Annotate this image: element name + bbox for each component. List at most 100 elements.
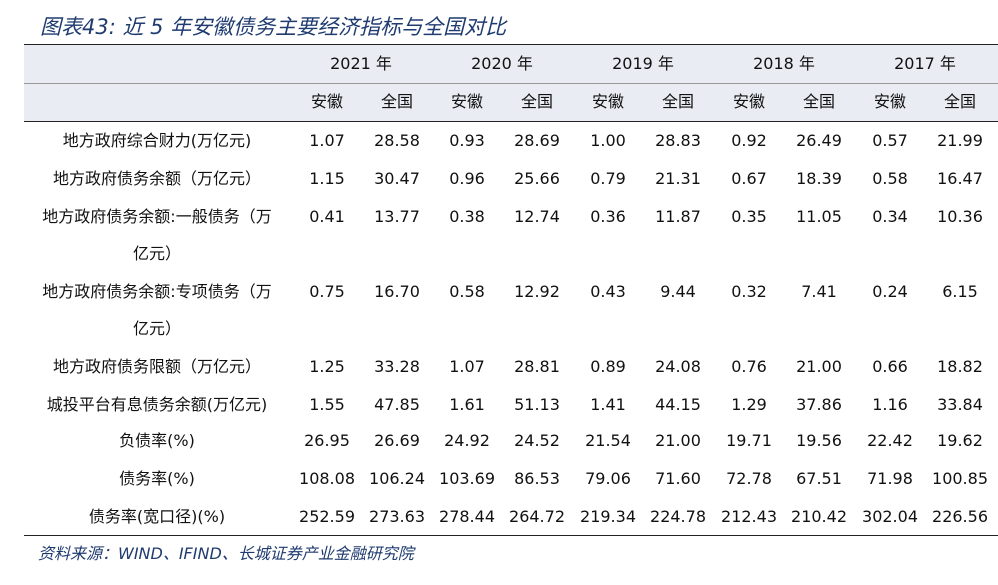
table-cell: 37.86 (796, 395, 842, 414)
table-top-rule (24, 44, 998, 45)
year-header: 2019 年 (612, 54, 674, 73)
table-header-divider (24, 83, 998, 84)
table-cell: 219.34 (580, 507, 636, 526)
table-cell: 0.57 (872, 131, 908, 150)
table-cell: 100.85 (932, 469, 988, 488)
table-cell: 28.69 (514, 131, 560, 150)
table-cell: 0.36 (590, 207, 626, 226)
table-cell: 106.24 (369, 469, 425, 488)
table-cell: 18.82 (937, 357, 983, 376)
row-label: 债务率(宽口径)(%) (88, 507, 226, 526)
sub-header-anhui: 安徽 (732, 92, 766, 111)
table-cell: 28.81 (514, 357, 560, 376)
sub-header-anhui: 安徽 (450, 92, 484, 111)
table-cell: 13.77 (374, 207, 420, 226)
table-cell: 0.34 (872, 207, 908, 226)
table-cell: 21.00 (655, 431, 701, 450)
table-cell: 12.74 (514, 207, 560, 226)
table-cell: 1.61 (449, 395, 485, 414)
sub-header-national: 全国 (943, 92, 977, 111)
table-cell: 1.55 (309, 395, 345, 414)
table-cell: 26.95 (304, 431, 350, 450)
table-cell: 212.43 (721, 507, 777, 526)
table-cell: 264.72 (509, 507, 565, 526)
table-cell: 1.00 (590, 131, 626, 150)
source-note: 资料来源：WIND、IFIND、长城证券产业金融研究院 (38, 544, 414, 563)
year-header: 2018 年 (753, 54, 815, 73)
table-cell: 21.00 (796, 357, 842, 376)
table-cell: 108.08 (299, 469, 355, 488)
table-cell: 252.59 (299, 507, 355, 526)
table-cell: 21.31 (655, 169, 701, 188)
row-label-line1: 地方政府债务余额:专项债务（万 (42, 282, 272, 301)
row-label-line2: 亿元） (132, 319, 181, 338)
table-cell: 22.42 (867, 431, 913, 450)
table-cell: 24.92 (444, 431, 490, 450)
sub-header-anhui: 安徽 (873, 92, 907, 111)
row-label: 地方政府债务余额（万亿元） (52, 169, 261, 188)
table-cell: 1.07 (449, 357, 485, 376)
table-cell: 0.24 (872, 282, 908, 301)
table-cell: 0.41 (309, 207, 345, 226)
table-cell: 30.47 (374, 169, 420, 188)
table-cell: 0.92 (731, 131, 767, 150)
table-cell: 16.47 (937, 169, 983, 188)
table-cell: 0.58 (872, 169, 908, 188)
row-label: 地方政府综合财力(万亿元) (62, 131, 252, 150)
table-cell: 72.78 (726, 469, 772, 488)
table-header-bottom-rule (24, 121, 998, 122)
table-cell: 26.69 (374, 431, 420, 450)
sub-header-national: 全国 (661, 92, 695, 111)
table-cell: 210.42 (791, 507, 847, 526)
table-cell: 21.54 (585, 431, 631, 450)
table-cell: 12.92 (514, 282, 560, 301)
table-bottom-rule (24, 535, 998, 536)
row-label-line1: 地方政府债务余额:一般债务（万 (42, 207, 272, 226)
table-cell: 0.93 (449, 131, 485, 150)
row-label: 债务率(%) (119, 469, 195, 488)
table-cell: 11.87 (655, 207, 701, 226)
table-cell: 226.56 (932, 507, 988, 526)
table-cell: 16.70 (374, 282, 420, 301)
table-cell: 51.13 (514, 395, 560, 414)
table-cell: 71.60 (655, 469, 701, 488)
table-cell: 19.71 (726, 431, 772, 450)
table-cell: 47.85 (374, 395, 420, 414)
table-cell: 33.84 (937, 395, 983, 414)
table-cell: 44.15 (655, 395, 701, 414)
table-cell: 0.58 (449, 282, 485, 301)
table-cell: 24.52 (514, 431, 560, 450)
table-cell: 0.35 (731, 207, 767, 226)
row-label-line2: 亿元） (132, 244, 181, 263)
year-header: 2017 年 (894, 54, 956, 73)
sub-header-national: 全国 (802, 92, 836, 111)
table-cell: 25.66 (514, 169, 560, 188)
figure-title: 图表43: 近 5 年安徽债务主要经济指标与全国对比 (40, 15, 507, 39)
table-cell: 7.41 (801, 282, 837, 301)
table-cell: 28.83 (655, 131, 701, 150)
table-cell: 0.76 (731, 357, 767, 376)
table-cell: 21.99 (937, 131, 983, 150)
sub-header-national: 全国 (520, 92, 554, 111)
table-cell: 0.38 (449, 207, 485, 226)
table-cell: 0.96 (449, 169, 485, 188)
table-cell: 11.05 (796, 207, 842, 226)
table-cell: 0.32 (731, 282, 767, 301)
year-header: 2021 年 (330, 54, 392, 73)
row-label: 城投平台有息债务余额(万亿元) (46, 395, 268, 414)
sub-header-national: 全国 (380, 92, 414, 111)
table-cell: 28.58 (374, 131, 420, 150)
table-cell: 33.28 (374, 357, 420, 376)
sub-header-anhui: 安徽 (310, 92, 344, 111)
table-cell: 0.66 (872, 357, 908, 376)
table-cell: 71.98 (867, 469, 913, 488)
table-cell: 103.69 (439, 469, 495, 488)
table-cell: 0.43 (590, 282, 626, 301)
table-cell: 86.53 (514, 469, 560, 488)
row-label: 地方政府债务限额（万亿元） (52, 357, 261, 376)
table-cell: 6.15 (942, 282, 978, 301)
table-cell: 0.67 (731, 169, 767, 188)
table-cell: 278.44 (439, 507, 495, 526)
table-cell: 1.41 (590, 395, 626, 414)
row-label: 负债率(%) (119, 431, 195, 450)
